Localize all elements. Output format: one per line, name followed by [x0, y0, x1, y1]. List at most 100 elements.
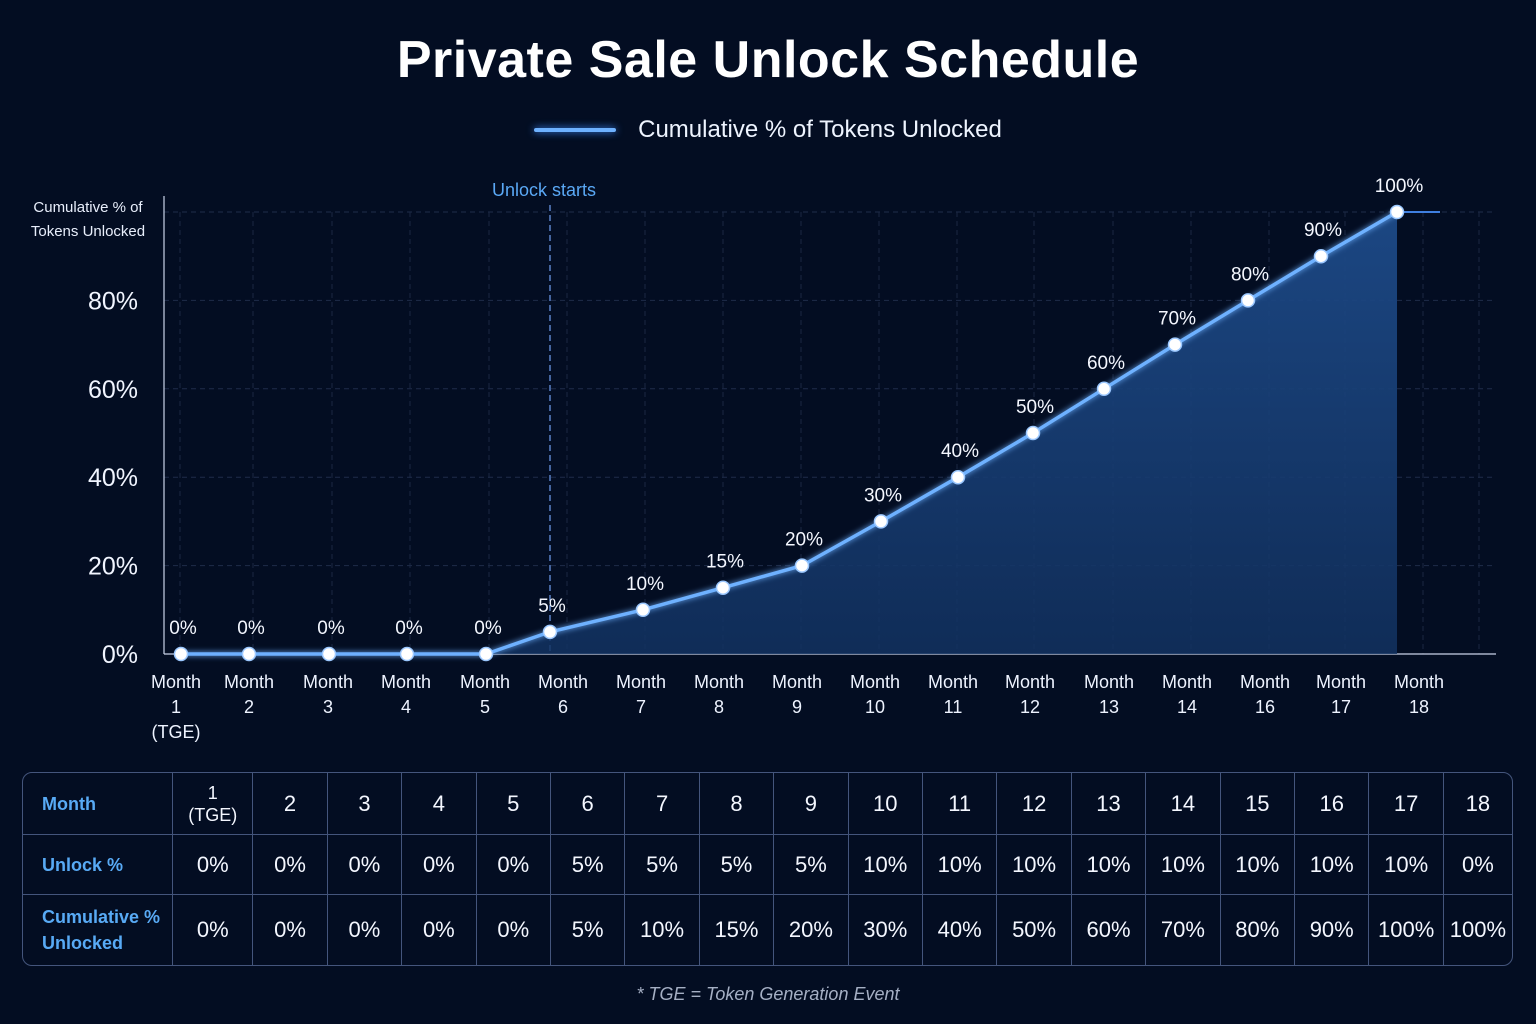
data-point	[321, 646, 337, 662]
table-cell: 60%	[1072, 895, 1147, 965]
table-cell: 2	[253, 773, 328, 835]
data-point	[478, 646, 494, 662]
table-cell: 12	[997, 773, 1072, 835]
x-tick-label: Month	[1240, 672, 1290, 692]
data-label: 30%	[864, 485, 902, 506]
table-cell: 20%	[774, 895, 849, 965]
x-tick-label: 16	[1255, 697, 1275, 717]
table-cell: 0%	[1443, 835, 1512, 895]
x-tick-label: 12	[1020, 697, 1040, 717]
table-cell: 5%	[774, 835, 849, 895]
y-axis-title: Cumulative % of Tokens Unlocked	[30, 199, 146, 240]
table-cell: 0%	[402, 835, 477, 895]
table-cell: 10%	[1369, 835, 1444, 895]
table-cell: 10%	[1295, 835, 1370, 895]
data-point	[1313, 248, 1329, 264]
table-cell: 0%	[477, 895, 551, 965]
x-tick-label: Month	[1162, 672, 1212, 692]
table-cell: 0%	[476, 835, 551, 895]
table-cell: 90%	[1295, 895, 1370, 965]
x-tick-label: 2	[244, 697, 254, 717]
data-point	[1025, 425, 1041, 441]
x-tick-label: 18	[1409, 697, 1429, 717]
table-cell: 10%	[625, 895, 700, 965]
table-cell: 0%	[253, 895, 328, 965]
x-tick-label: 1	[171, 697, 181, 717]
x-tick-label: 10	[865, 697, 885, 717]
table-cell: 9	[774, 773, 849, 835]
x-tick-label: Month	[151, 672, 201, 692]
table-cell: 10%	[1220, 835, 1296, 895]
data-label: 5%	[538, 596, 566, 617]
table-cell: 100%	[1449, 917, 1507, 942]
data-label: 0%	[395, 618, 423, 639]
x-tick-label: Month	[303, 672, 353, 692]
x-tick-label: 5	[480, 697, 490, 717]
legend-swatch	[534, 128, 617, 132]
legend: Cumulative % of Tokens Unlocked	[0, 116, 1536, 144]
table-cell: 10%	[922, 835, 998, 895]
x-tick-label: Month	[616, 672, 666, 692]
data-point	[1389, 204, 1405, 220]
data-label: 100%	[1375, 176, 1424, 197]
table-cell: 4	[402, 773, 477, 835]
table-cell: 3	[327, 773, 403, 835]
table-cell: 100%	[1369, 895, 1444, 965]
table-cell: 70%	[1146, 895, 1221, 965]
table-cell: 10	[848, 773, 923, 835]
data-point	[794, 558, 810, 573]
area-fill	[486, 212, 1397, 654]
table-cell: 50%	[997, 895, 1072, 965]
ticks-layer: 0%20%40%60%80%Month1(TGE)Month2Month3Mon…	[88, 180, 1444, 742]
x-tick-label: Month	[772, 672, 822, 692]
x-tick-label: 14	[1177, 697, 1197, 717]
x-tick-label: 4	[401, 697, 411, 717]
x-tick-label: Month	[381, 672, 431, 692]
table-cell: 16	[1295, 773, 1370, 835]
table-cell: 0%	[173, 895, 254, 965]
data-label: 50%	[1016, 397, 1054, 418]
x-tick-label: 13	[1099, 697, 1119, 717]
data-label: 0%	[317, 618, 345, 639]
table-cell: 0%	[327, 835, 403, 895]
table-cell: 0%	[402, 895, 477, 965]
x-tick-label: Month	[1394, 672, 1444, 692]
data-point	[873, 514, 889, 529]
x-tick-label: 17	[1331, 697, 1351, 717]
table-cell: 0%	[173, 835, 254, 895]
row-header: Unlock %	[23, 835, 174, 895]
month-row: Month 1 (TGE) 2 3 4 5 6 7 8 9 10 11 12 13 14 15 16 17 18	[23, 773, 1512, 835]
annotation-unlock-starts: Unlock starts	[492, 180, 596, 200]
table-cell: 40%	[923, 895, 998, 965]
data-label: 20%	[785, 530, 823, 551]
x-tick-label: Month	[928, 672, 978, 692]
table-cell: 30%	[849, 895, 923, 965]
x-tick-label: 9	[792, 697, 802, 717]
data-point	[173, 646, 189, 662]
data-label: 10%	[626, 574, 664, 595]
data-label: 40%	[941, 441, 979, 462]
table-cell: 5	[476, 773, 551, 835]
data-label: 0%	[237, 618, 265, 639]
table-cell: 17	[1369, 773, 1444, 835]
legend-label: Cumulative % of Tokens Unlocked	[638, 116, 1002, 143]
data-label: 80%	[1231, 264, 1269, 285]
unlock-row: Unlock % 0% 0% 0% 0% 0% 5% 5% 5% 5% 10% 10% 10% 10% 10…	[23, 835, 1512, 895]
area-layer	[486, 212, 1397, 654]
cumulative-row: Cumulative % Unlocked 0% 0% 0% 0% 0% 5% 10% 15% 2…	[23, 895, 1512, 965]
x-tick-label: (TGE)	[152, 722, 201, 742]
data-point	[1096, 381, 1112, 397]
table-cell: 15%	[700, 895, 775, 965]
points-layer	[173, 204, 1405, 662]
data-point	[399, 646, 415, 662]
x-tick-label: Month	[224, 672, 274, 692]
data-point	[241, 646, 257, 662]
y-tick-label: 40%	[88, 464, 138, 492]
table-cell: 18	[1443, 773, 1512, 835]
x-tick-label: 8	[714, 697, 724, 717]
table-cell: 7	[625, 773, 700, 835]
table-cell: 13	[1071, 773, 1147, 835]
table-cell: 6	[550, 773, 626, 835]
table-cell: 1 (TGE)	[173, 773, 254, 835]
labels-layer: 0% 0% 0% 0% 0% 5% 10% 15% 20% 30% 40% 50% 60% 70% 80% 9…	[169, 176, 1423, 639]
